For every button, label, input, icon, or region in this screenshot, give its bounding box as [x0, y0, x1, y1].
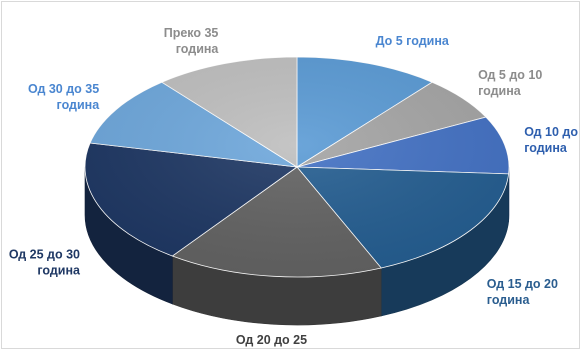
pie-gloss: [85, 57, 509, 277]
slice-label-2-line-1: година: [524, 141, 568, 155]
slice-label-5-line-0: Од 25 до 30: [9, 247, 80, 261]
slice-label-3-line-0: Од 15 до 20: [487, 277, 558, 291]
slice-label-4-line-0: Од 20 до 25: [236, 333, 307, 347]
slice-label-6-line-0: Од 30 до 35: [28, 82, 99, 96]
slice-label-0-line-0: До 5 година: [376, 34, 450, 48]
slice-label-7-line-0: Преко 35: [164, 26, 219, 40]
slice-label-6-line-1: година: [57, 98, 101, 112]
slice-label-2-line-0: Од 10 до 15: [524, 125, 581, 139]
slice-label-1-line-1: година: [478, 84, 522, 98]
slice-label-7-line-1: година: [176, 42, 220, 56]
slice-label-5-line-1: година: [37, 263, 81, 277]
slice-label-3-line-1: година: [487, 293, 531, 307]
pie-top: [85, 57, 509, 277]
slice-label-1-line-0: Од 5 до 10: [478, 68, 542, 82]
